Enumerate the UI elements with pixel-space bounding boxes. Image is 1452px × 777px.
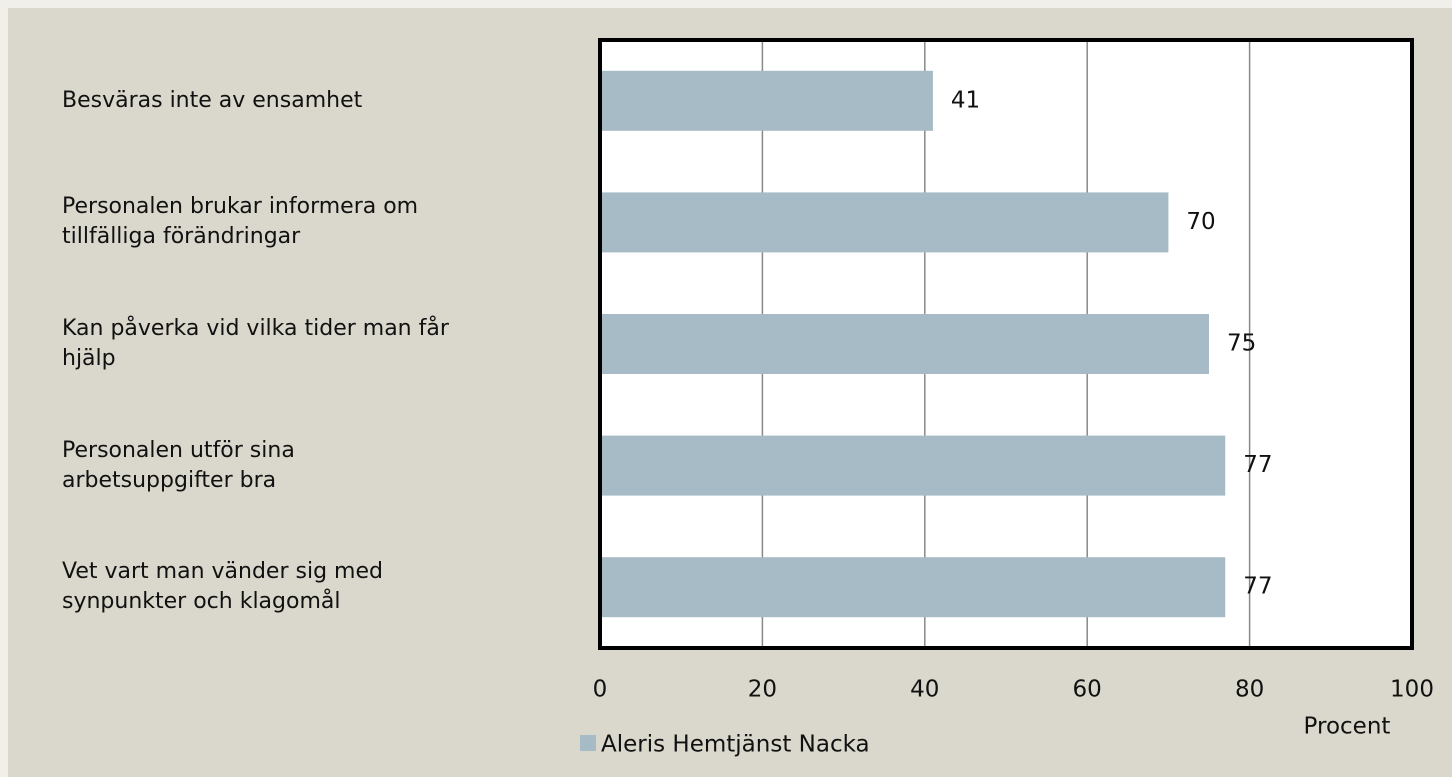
- y-tick-label: Vet vart man vänder sig med synpunkter o…: [62, 559, 383, 615]
- data-label: 77: [1243, 452, 1272, 478]
- x-tick-label: 100: [1390, 677, 1434, 703]
- x-tick-label: 0: [593, 677, 608, 703]
- bar: [600, 70, 933, 131]
- bar: [600, 435, 1226, 496]
- bar: [600, 192, 1169, 253]
- y-tick-label: Personalen brukar informera om tillfälli…: [62, 194, 419, 250]
- legend-label: Aleris Hemtjänst Nacka: [601, 732, 870, 758]
- x-tick-label: 40: [910, 677, 939, 703]
- x-tick-label: 80: [1235, 677, 1264, 703]
- plot-border: [598, 38, 1414, 650]
- legend-swatch: [580, 735, 596, 751]
- y-tick-label: Besväras inte av ensamhet: [62, 87, 363, 113]
- data-label: 41: [951, 87, 980, 113]
- y-tick-label: Kan påverka vid vilka tider man får hjäl…: [62, 316, 449, 371]
- x-axis-label: Procent: [1304, 714, 1391, 740]
- bar: [600, 557, 1226, 618]
- bar: [600, 314, 1209, 374]
- data-label: 75: [1227, 331, 1256, 357]
- data-label: 77: [1243, 574, 1272, 600]
- x-tick-label: 60: [1073, 677, 1102, 703]
- y-tick-label: Personalen utför sina arbetsuppgifter br…: [62, 437, 295, 493]
- data-label: 70: [1186, 209, 1215, 235]
- x-tick-label: 20: [748, 677, 777, 703]
